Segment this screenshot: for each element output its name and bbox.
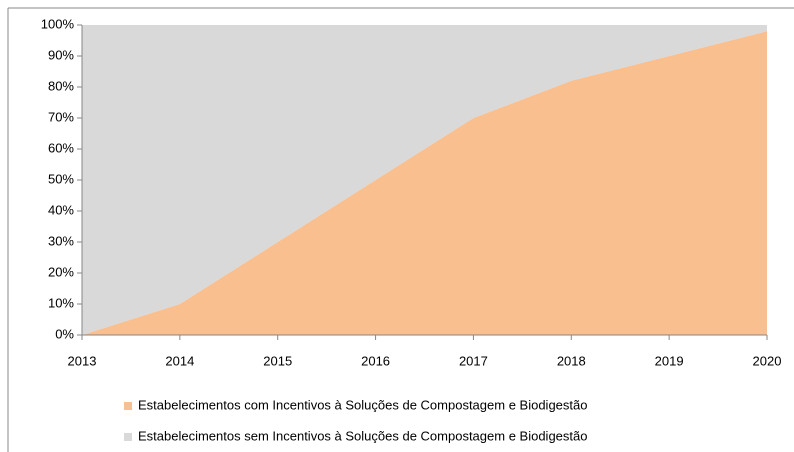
legend-label: Estabelecimentos com Incentivos à Soluçõ… [138,397,587,412]
legend-swatch [124,433,132,441]
y-tick-label: 10% [48,295,74,310]
y-tick-label: 100% [41,16,75,31]
y-tick-label: 30% [48,233,74,248]
x-tick-label: 2015 [263,353,292,368]
y-tick-label: 0% [55,326,74,341]
x-tick-label: 2019 [655,353,684,368]
area [82,25,767,335]
y-tick-label: 60% [48,140,74,155]
y-tick-label: 90% [48,47,74,62]
x-tick-label: 2014 [165,353,194,368]
y-tick-label: 70% [48,109,74,124]
legend-swatch [124,402,132,410]
x-tick-label: 2013 [68,353,97,368]
y-tick-label: 20% [48,264,74,279]
x-tick-label: 2017 [459,353,488,368]
x-tick-label: 2020 [753,353,782,368]
y-tick-label: 80% [48,78,74,93]
y-tick-label: 40% [48,202,74,217]
x-tick-label: 2016 [361,353,390,368]
y-tick-label: 50% [48,171,74,186]
area [82,31,767,335]
x-tick-label: 2018 [557,353,586,368]
legend-label: Estabelecimentos sem Incentivos à Soluçõ… [138,428,587,443]
